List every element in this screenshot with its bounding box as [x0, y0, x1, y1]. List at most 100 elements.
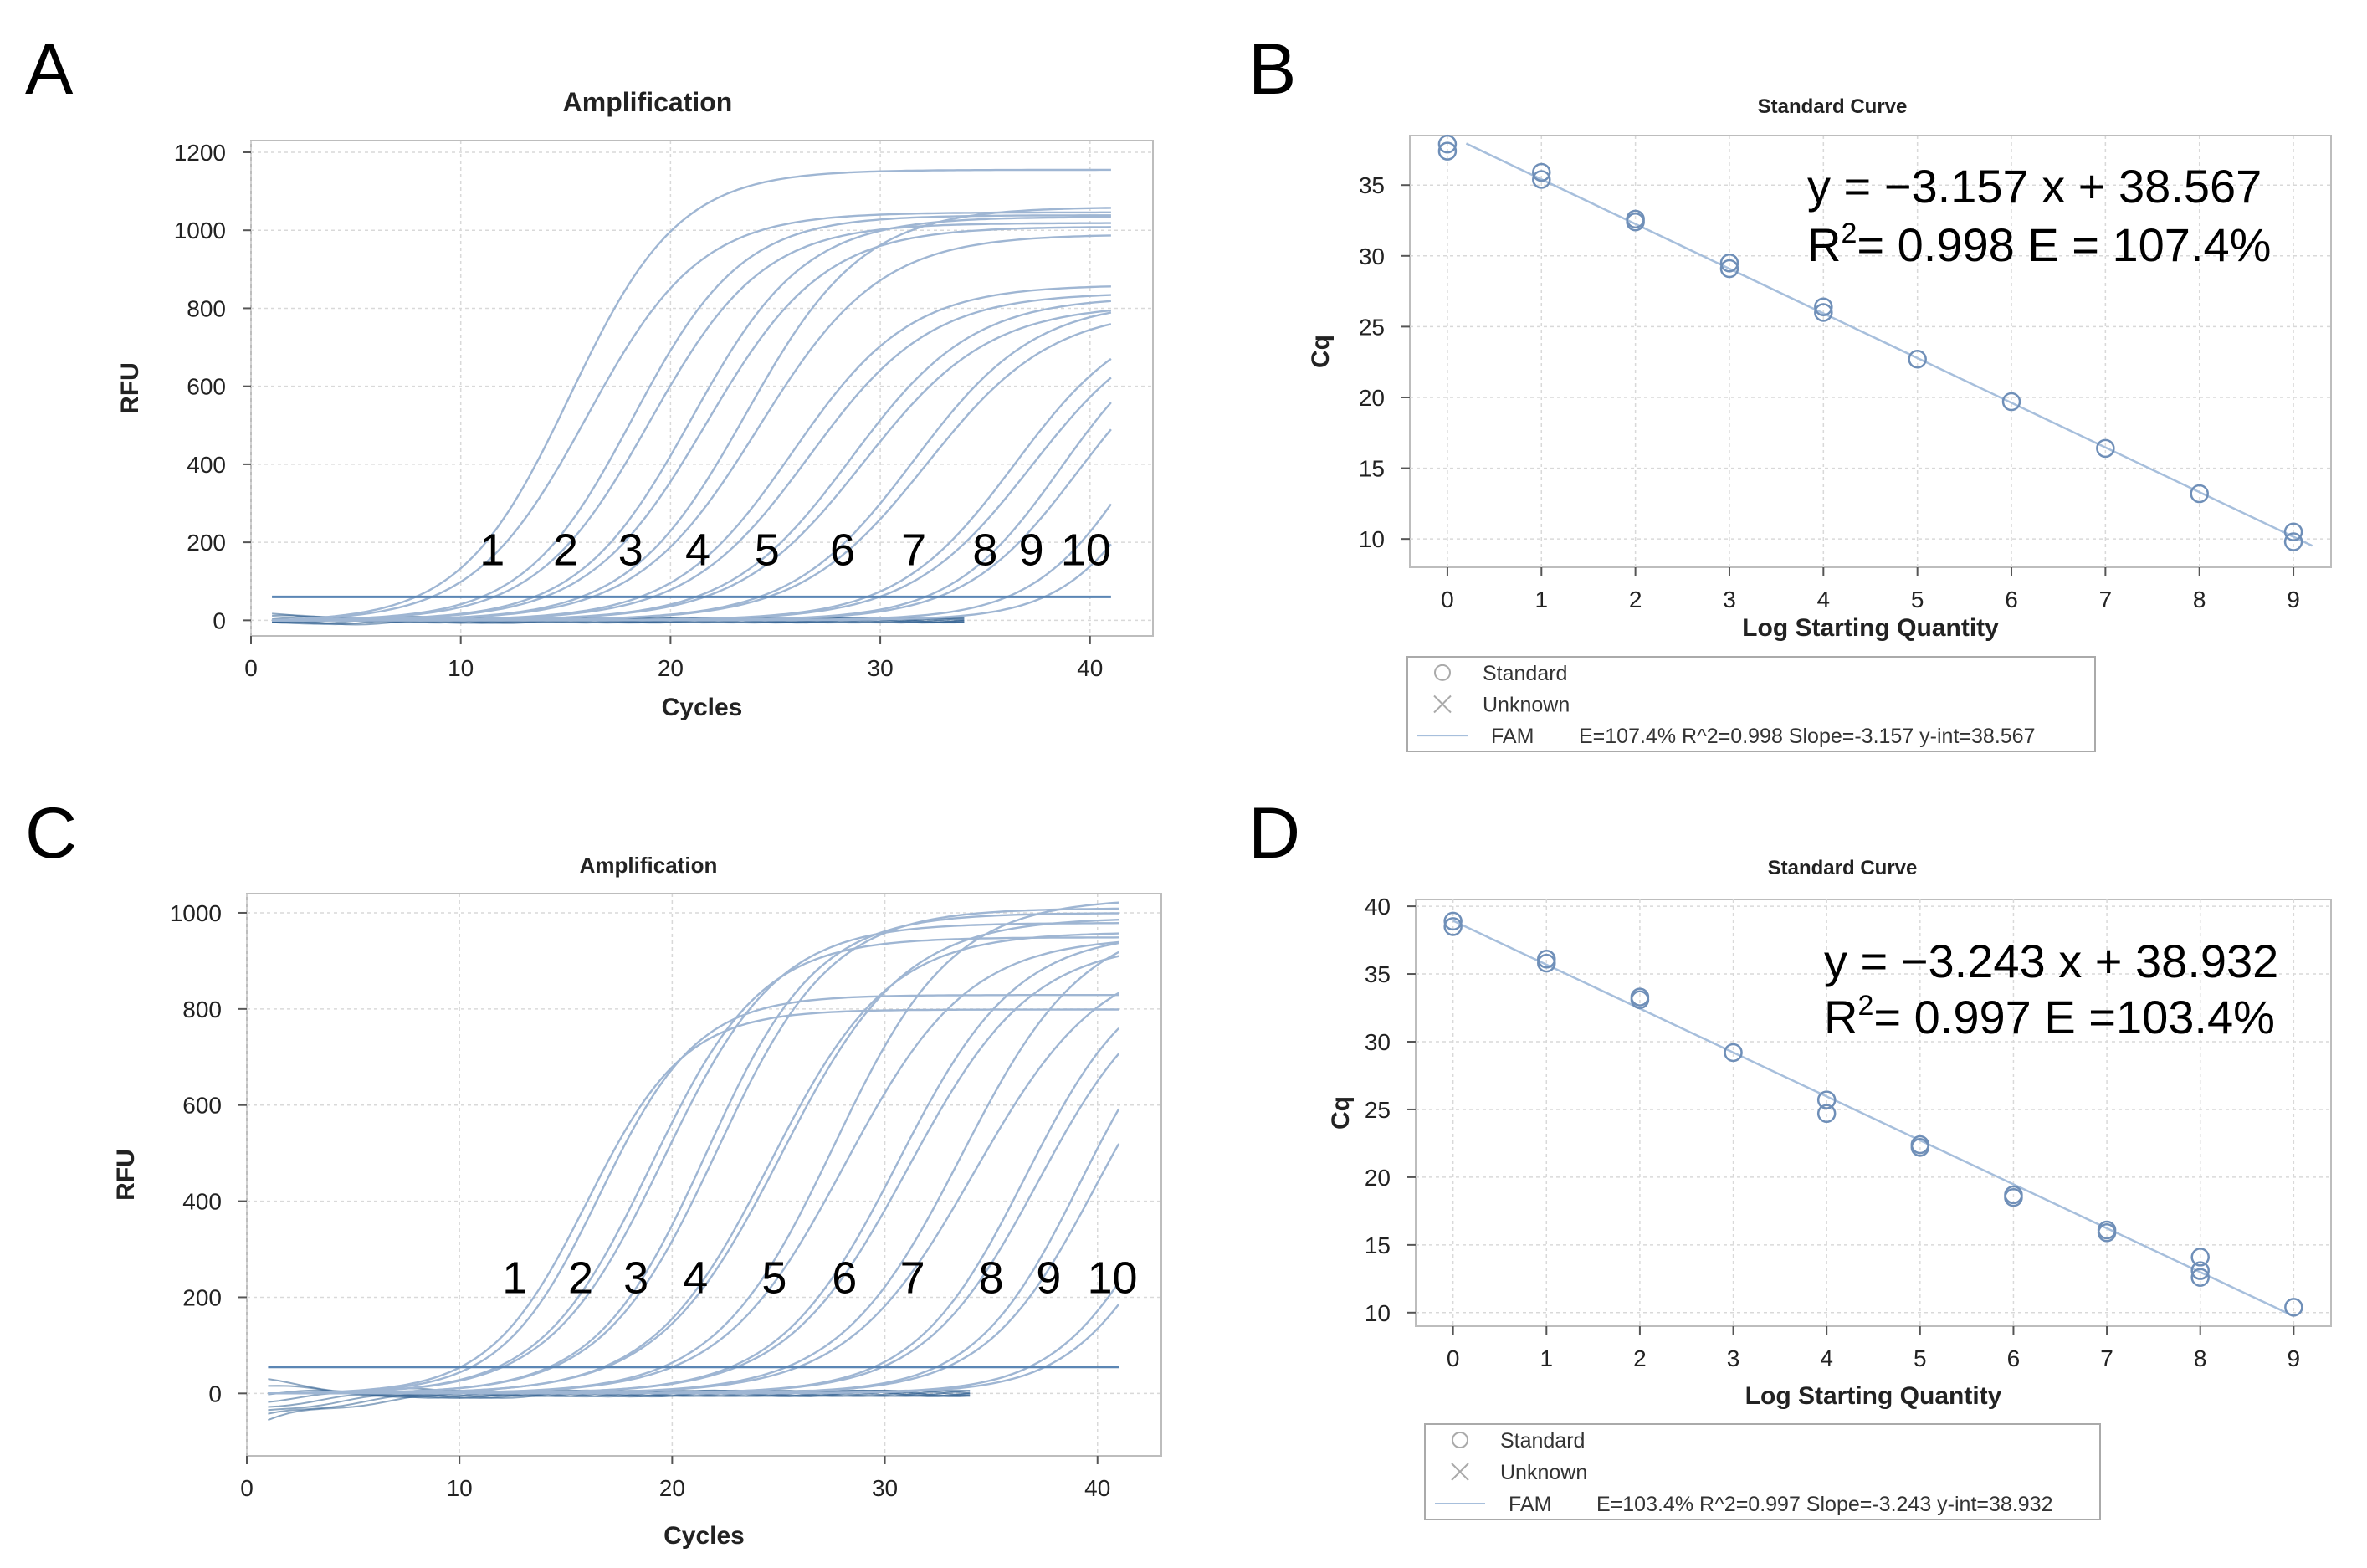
- legend-box: [1406, 656, 2096, 752]
- standard-point: [1630, 990, 1650, 1010]
- amplification-curve-1a: [268, 1008, 1119, 1395]
- legend-label: Unknown: [1500, 1461, 1587, 1484]
- panel-label-a: A: [25, 29, 74, 110]
- dilution-label: 1: [502, 1253, 527, 1303]
- x-tick-label: 7: [2100, 1345, 2113, 1371]
- x-tick-label: 8: [2193, 587, 2206, 612]
- x-tick-label: 6: [2005, 587, 2018, 612]
- r2-suffix: = 0.998 E = 107.4%: [1857, 218, 2271, 271]
- x-axis-label: Log Starting Quantity: [1745, 1382, 2002, 1410]
- amplification-curve-1b: [272, 211, 1111, 622]
- x-tick-label: 10: [447, 1475, 473, 1501]
- y-tick-label: 600: [187, 374, 226, 400]
- x-axis-label: Cycles: [663, 1522, 745, 1550]
- r2-prefix: R: [1824, 991, 1857, 1043]
- x-tick-label: 4: [1820, 1345, 1833, 1371]
- x-tick-label: 1: [1540, 1345, 1553, 1371]
- legend-detail: E=103.4% R^2=0.997 Slope=-3.243 y-int=38…: [1596, 1493, 2052, 1516]
- y-tick-label: 15: [1365, 1232, 1391, 1258]
- dilution-label: 7: [901, 525, 926, 575]
- r2-superscript: 2: [1857, 990, 1873, 1022]
- dilution-label: 2: [553, 525, 578, 575]
- standard-point: [1724, 1043, 1743, 1063]
- standard-point: [1814, 303, 1833, 322]
- standard-point: [1816, 1090, 1837, 1109]
- legend-label: Standard: [1500, 1429, 1585, 1453]
- x-tick-label: 7: [2099, 587, 2113, 612]
- dilution-label: 5: [755, 525, 780, 575]
- legend-cross-icon: [1433, 694, 1452, 714]
- panel-label-c: C: [25, 793, 77, 874]
- legend-box: [1424, 1423, 2101, 1520]
- legend: Standard Unknown FAM E=103.4% R^2=0.997 Slo…: [1424, 1423, 2101, 1520]
- y-tick-label: 35: [1365, 961, 1391, 987]
- x-tick-label: 20: [658, 655, 684, 681]
- plot-area-b: [1409, 135, 2332, 568]
- standard-point: [1816, 1104, 1837, 1124]
- amplification-curve-2b: [268, 922, 1119, 1395]
- x-tick-label: 1: [1534, 587, 1548, 612]
- standard-point: [2096, 438, 2115, 459]
- x-axis-label: Log Starting Quantity: [1742, 614, 1999, 642]
- dilution-label: 3: [618, 525, 643, 575]
- x-tick-label: 0: [244, 655, 258, 681]
- standard-point: [1443, 911, 1463, 931]
- dilution-label: 5: [761, 1253, 786, 1303]
- standard-point: [2283, 532, 2303, 551]
- plot-area-d: [1415, 899, 2332, 1327]
- dilution-label: 7: [900, 1253, 925, 1303]
- standard-point: [1814, 297, 1833, 316]
- dilution-label: 9: [1036, 1253, 1061, 1303]
- x-tick-label: 2: [1633, 1345, 1647, 1371]
- standard-point: [1537, 953, 1556, 973]
- legend-label: FAM: [1509, 1493, 1551, 1516]
- y-tick-label: 1000: [174, 218, 226, 243]
- y-tick-label: 800: [182, 997, 222, 1022]
- x-tick-label: 9: [2287, 587, 2300, 612]
- x-tick-label: 40: [1077, 655, 1103, 681]
- r2-superscript: 2: [1841, 218, 1857, 249]
- y-tick-label: 35: [1359, 172, 1385, 198]
- y-tick-label: 25: [1365, 1097, 1391, 1123]
- dilution-label: 6: [830, 525, 855, 575]
- chart-title: Standard Curve: [1768, 857, 1918, 879]
- dilution-label: 8: [979, 1253, 1004, 1303]
- legend: Standard Unknown FAM E=107.4% R^2=0.998 Slo…: [1406, 656, 2096, 752]
- y-axis-label: RFU: [116, 362, 144, 414]
- y-tick-label: 600: [182, 1093, 222, 1119]
- dilution-label: 6: [832, 1253, 857, 1303]
- panel-label-b: B: [1248, 29, 1296, 110]
- x-tick-label: 30: [872, 1475, 898, 1501]
- r2-suffix: = 0.997 E =103.4%: [1873, 991, 2275, 1043]
- standard-curve-chart-b: 0 1 2 3 4 5 6 7 8 9 10 15 20 25 30 35 Standard Curve Log …: [1307, 95, 2332, 752]
- regression-equation: y = −3.243 x + 38.932: [1824, 935, 2278, 987]
- y-tick-label: 15: [1359, 456, 1385, 482]
- x-tick-label: 0: [1447, 1345, 1460, 1371]
- standard-point: [2001, 392, 2021, 412]
- standard-point: [1910, 1138, 1930, 1157]
- standard-point: [1437, 141, 1458, 161]
- standard-point: [1908, 350, 1927, 369]
- standard-point: [2283, 522, 2303, 541]
- standard-point: [2190, 1248, 2210, 1267]
- dilution-label: 4: [683, 1253, 708, 1303]
- legend-cross-icon: [1451, 1463, 1469, 1481]
- legend-label: Unknown: [1483, 694, 1570, 717]
- standard-curve-chart-d: 0 1 2 3 4 5 6 7 8 9 10 15 20 25 30 35 40 Standard Curve Lo…: [1327, 857, 2332, 1520]
- standard-point: [1532, 162, 1551, 182]
- dilution-label: 2: [568, 1253, 593, 1303]
- chart-title: Standard Curve: [1758, 95, 1908, 118]
- standard-point: [2097, 1223, 2117, 1243]
- chart-title: Amplification: [563, 87, 733, 117]
- x-tick-label: 8: [2194, 1345, 2207, 1371]
- y-tick-label: 10: [1365, 1300, 1391, 1326]
- y-tick-label: 25: [1359, 314, 1385, 340]
- standard-point: [1532, 170, 1551, 189]
- x-tick-label: 6: [2007, 1345, 2021, 1371]
- x-tick-label: 5: [1914, 1345, 1927, 1371]
- amplification-curve-10b: [268, 1303, 1120, 1395]
- amplification-curve-10b: [272, 543, 1112, 622]
- regression-line: [1452, 920, 2294, 1318]
- dilution-label: 9: [1019, 525, 1044, 575]
